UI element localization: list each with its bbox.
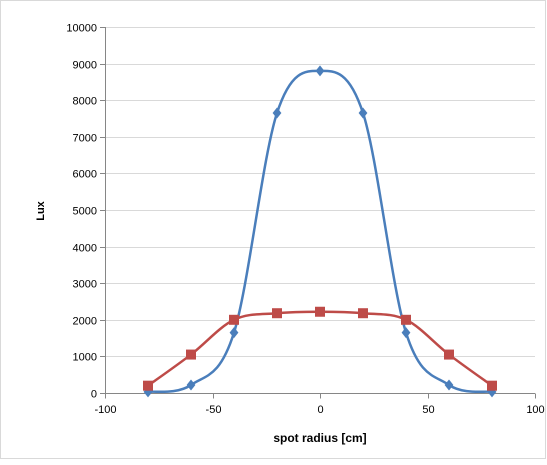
data-point-square <box>444 349 454 360</box>
data-point-square <box>143 380 153 391</box>
data-point-diamond <box>358 107 368 119</box>
x-tick-label: 0 <box>317 404 323 416</box>
data-point-diamond <box>444 379 454 391</box>
y-tick-label: 6000 <box>73 169 97 181</box>
data-point-diamond <box>315 65 325 77</box>
series-markers <box>143 65 497 398</box>
x-tick-label: -50 <box>206 404 222 416</box>
y-tick-label: 9000 <box>73 60 97 72</box>
y-tick-label: 7000 <box>73 133 97 145</box>
x-tick-label: 50 <box>422 404 434 416</box>
axes <box>100 27 536 399</box>
data-point-diamond <box>186 379 196 391</box>
data-point-square <box>401 314 411 325</box>
y-tick-label: 2000 <box>73 316 97 328</box>
y-tick-label: 5000 <box>73 206 97 218</box>
data-point-diamond <box>272 107 282 119</box>
y-tick-label: 0 <box>91 389 97 401</box>
data-point-square <box>315 306 325 317</box>
y-tick-label: 3000 <box>73 279 97 291</box>
y-tick-label: 10000 <box>66 23 97 35</box>
y-tick-label: 8000 <box>73 96 97 108</box>
tick-labels: 0100020003000400050006000700080009000100… <box>66 23 544 417</box>
data-point-diamond <box>487 386 497 398</box>
data-point-square <box>186 349 196 360</box>
data-point-square <box>229 314 239 325</box>
data-point-square <box>272 308 282 319</box>
y-axis-label: Lux <box>35 200 47 220</box>
y-tick-label: 1000 <box>73 352 97 364</box>
y-tick-label: 4000 <box>73 243 97 255</box>
data-point-square <box>358 308 368 319</box>
x-tick-label: 100 <box>526 404 544 416</box>
x-tick-label: -100 <box>94 404 116 416</box>
data-point-diamond <box>401 327 411 339</box>
gridlines <box>105 27 535 357</box>
data-point-diamond <box>229 327 239 339</box>
x-axis-label: spot radius [cm] <box>273 431 366 445</box>
data-point-square <box>487 380 497 391</box>
